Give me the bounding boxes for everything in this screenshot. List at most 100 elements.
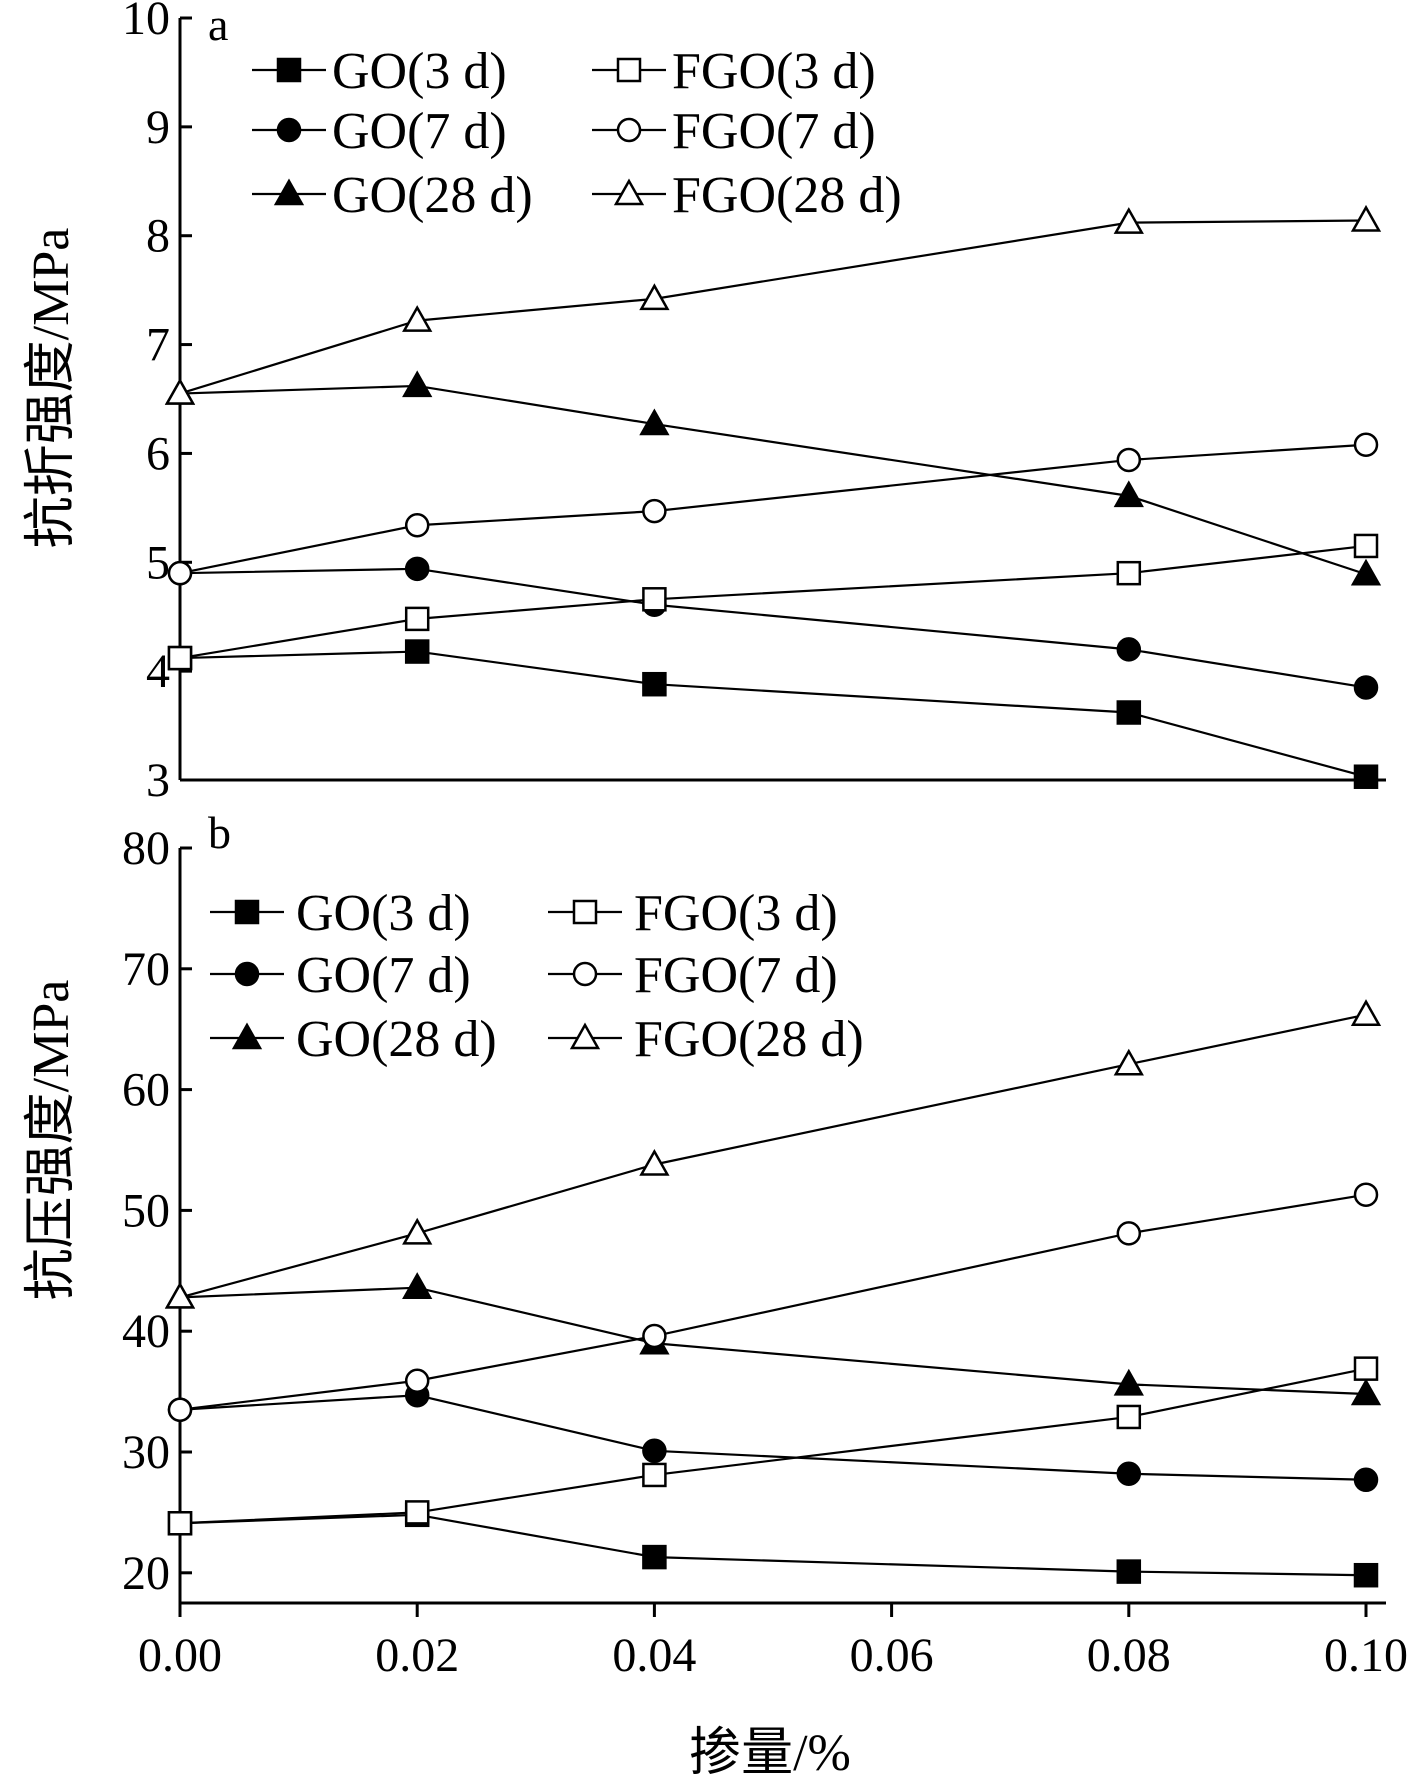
legend-label: GO(7 d)	[332, 103, 507, 160]
legend-marker	[572, 961, 598, 987]
data-point	[404, 1368, 430, 1393]
y-tick-label: 3	[146, 754, 170, 807]
legend-entry: FGO(3 d)	[548, 885, 838, 942]
legend-entry: GO(3 d)	[210, 885, 471, 942]
data-point	[402, 1272, 433, 1299]
x-axis-title: 掺量/%	[689, 1725, 851, 1782]
series-line	[179, 219, 1367, 395]
legend-entry: FGO(3 d)	[592, 43, 876, 100]
legend-marker	[616, 117, 642, 143]
data-point	[1353, 1562, 1379, 1588]
series-GO(7 d)	[167, 556, 1379, 700]
y-tick-label: 8	[146, 210, 170, 263]
panel-a-y-axis-title: 抗折强度/MPa	[23, 228, 80, 549]
data-point	[1353, 1356, 1379, 1381]
legend-label: FGO(3 d)	[634, 885, 838, 942]
data-point	[1350, 204, 1382, 232]
legend-entry: GO(28 d)	[252, 167, 533, 224]
data-point	[167, 560, 193, 586]
panel-a-letter: a	[208, 0, 228, 50]
legend-marker	[231, 1022, 263, 1050]
x-tick-label: 0.02	[375, 1629, 459, 1682]
data-point	[167, 1397, 193, 1422]
data-point	[1350, 999, 1382, 1026]
series-line	[179, 384, 1367, 576]
panel-b: 20 30 40 50 60 70 80 0.00 0.02 0.04 0.06 0.08 0.10 G…	[23, 807, 1408, 1782]
legend-entry: FGO(28 d)	[592, 167, 902, 224]
data-point	[404, 639, 430, 664]
legend-label: GO(3 d)	[296, 885, 471, 942]
data-point	[1116, 1559, 1142, 1584]
data-point	[1350, 1378, 1382, 1406]
data-point	[404, 606, 430, 632]
series-FGO(7 d)	[167, 1182, 1379, 1422]
legend-label: FGO(3 d)	[672, 43, 876, 100]
data-point	[167, 645, 193, 671]
data-point	[1353, 533, 1379, 559]
series-GO(7 d)	[167, 1382, 1379, 1493]
data-point	[404, 1500, 430, 1525]
data-point	[1116, 560, 1142, 586]
y-tick-label: 70	[122, 943, 170, 996]
legend-marker	[276, 117, 302, 143]
data-point	[1353, 1182, 1379, 1207]
series-FGO(3 d)	[167, 533, 1379, 671]
legend-label: GO(28 d)	[296, 1011, 497, 1068]
data-point	[167, 1511, 193, 1536]
legend-label: FGO(7 d)	[672, 103, 876, 160]
data-point	[404, 513, 430, 538]
data-point	[402, 370, 433, 398]
legend-entry: FGO(7 d)	[592, 103, 876, 160]
data-point	[1353, 675, 1379, 700]
series-line	[179, 1286, 1367, 1396]
legend-label: FGO(28 d)	[672, 167, 902, 224]
legend-entry: FGO(7 d)	[548, 947, 838, 1004]
data-point	[642, 1544, 667, 1570]
series-line	[179, 1513, 1367, 1577]
x-tick-label: 0.06	[850, 1629, 934, 1682]
data-point	[402, 1217, 433, 1245]
data-point	[1353, 764, 1379, 789]
data-point	[642, 1462, 667, 1488]
legend-marker	[234, 961, 260, 987]
legend-marker	[572, 899, 598, 925]
x-tick-label: 0.00	[138, 1629, 222, 1682]
legend-marker	[569, 1022, 601, 1050]
data-point	[404, 556, 430, 582]
series-line	[179, 544, 1367, 660]
panel-b-y-axis-title: 抗压强度/MPa	[23, 980, 80, 1301]
y-tick-label: 60	[122, 1064, 170, 1117]
data-point	[1116, 1461, 1142, 1486]
data-point	[1113, 1368, 1144, 1396]
data-point	[1113, 1048, 1144, 1076]
legend-marker	[276, 57, 302, 83]
y-tick-label: 50	[122, 1184, 170, 1237]
data-point	[642, 587, 667, 612]
data-point	[642, 498, 667, 524]
data-point	[1116, 1221, 1142, 1246]
data-point	[642, 1438, 667, 1464]
data-point	[1116, 1404, 1142, 1430]
legend-marker	[273, 178, 305, 206]
legend-entry: FGO(28 d)	[548, 1011, 864, 1068]
series-GO(28 d)	[164, 370, 1382, 586]
data-point	[639, 283, 670, 311]
data-point	[1116, 700, 1142, 725]
series-line	[179, 443, 1367, 575]
legend-marker	[613, 178, 645, 206]
legend-entry: GO(28 d)	[210, 1011, 497, 1068]
legend-marker	[616, 57, 642, 83]
series-FGO(28 d)	[164, 999, 1382, 1309]
y-tick-label: 5	[146, 536, 170, 589]
y-tick-label: 6	[146, 427, 170, 480]
data-point	[1113, 207, 1144, 234]
panel-a-series	[164, 204, 1382, 789]
data-point	[1353, 1467, 1379, 1493]
x-tick-label: 0.10	[1324, 1629, 1408, 1682]
panel-a-legend: GO(3 d) FGO(3 d) GO(7 d) FGO(7 d) GO(28 d) FG…	[252, 43, 902, 224]
panel-b-axes: 20 30 40 50 60 70 80 0.00 0.02 0.04 0.06 0.08 0.10	[122, 822, 1408, 1682]
panel-b-series	[164, 999, 1382, 1588]
data-point	[1350, 558, 1382, 586]
data-point	[639, 1148, 670, 1176]
